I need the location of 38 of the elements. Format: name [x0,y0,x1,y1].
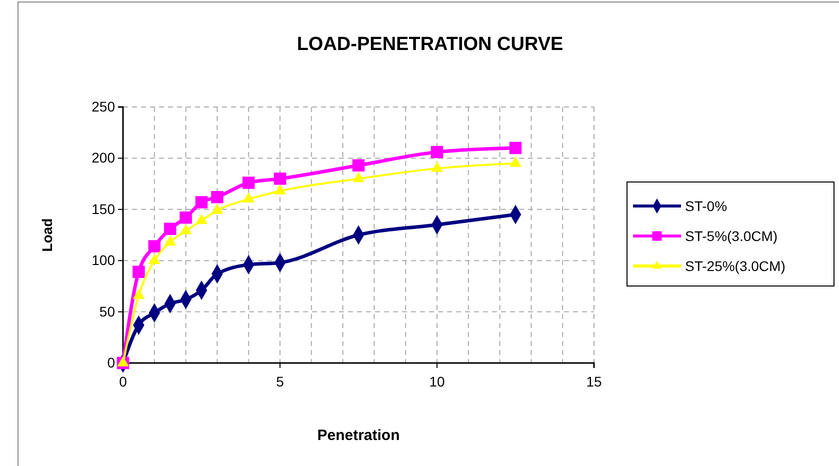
point [211,204,224,214]
point [352,159,365,172]
point [509,142,522,154]
point [195,196,208,208]
y-axis-title: Load [39,218,55,252]
y-tick-label: 0 [107,354,116,370]
point [274,172,286,185]
point [242,176,255,189]
legend-label: ST-5%(3.0CM) [685,228,778,244]
point [132,288,145,299]
x-axis-title: Penetration [317,427,400,444]
point [132,266,145,278]
y-tick-label: 100 [92,252,116,268]
point [180,224,192,234]
point [211,190,224,204]
y-tick-label: 150 [92,200,116,217]
y-tick-label: 250 [92,98,116,114]
x-tick-label: 15 [586,373,602,390]
point [164,235,176,246]
y-tick-label: 50 [99,303,116,320]
point [431,162,443,172]
point [352,172,364,182]
legend-label: ST-25%(3.0CM) [685,258,786,274]
point [164,222,176,235]
x-tick-label: 5 [276,373,284,390]
legend-label: ST-0% [685,198,728,214]
point [180,211,192,224]
point [148,254,160,264]
point [510,156,522,167]
point [196,214,208,224]
y-tick-label: 200 [92,150,116,166]
point [242,192,254,203]
chart-title: LOAD-PENETRATION CURVE [296,34,564,55]
point [148,240,161,252]
x-tick-label: 10 [429,373,445,390]
x-tick-label: 0 [119,373,128,390]
point [430,146,444,158]
point [274,184,286,194]
